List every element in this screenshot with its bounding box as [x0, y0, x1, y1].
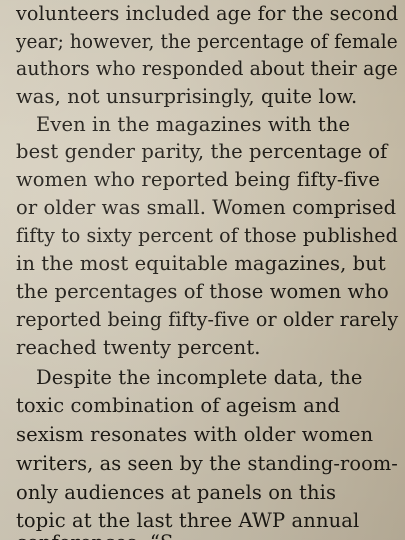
text-line: toxic combination of ageism and [16, 394, 341, 417]
text-line: Even in the magazines with the [36, 113, 351, 136]
text-line: year; however, the percentage of female [16, 30, 398, 53]
text-line: volunteers included age for the second [16, 2, 399, 25]
text-line: authors who responded about their age [16, 57, 398, 80]
text-line: or older was small. Women comprised [16, 196, 397, 219]
text-line: sexism resonates with older women [16, 423, 374, 446]
text-line: Despite the incomplete data, the [36, 366, 363, 389]
text-line: reported being fifty-five or older rarel… [16, 308, 399, 331]
text-line: writers, as seen by the standing-room- [16, 452, 398, 475]
text-line: only audiences at panels on this [16, 481, 337, 504]
text-line: topic at the last three AWP annual [16, 509, 360, 532]
text-line: fifty to sixty percent of those publishe… [16, 224, 398, 247]
text-line: women who reported being fifty-five [16, 168, 380, 191]
text-line: best gender parity, the percentage of [16, 140, 388, 163]
text-line: was, not unsurprisingly, quite low. [16, 85, 358, 108]
text-line: the percentages of those women who [16, 280, 389, 303]
text-line: conferences: “S [16, 531, 173, 540]
text-line: reached twenty percent. [16, 336, 261, 359]
text-line: in the most equitable magazines, but [16, 252, 386, 275]
